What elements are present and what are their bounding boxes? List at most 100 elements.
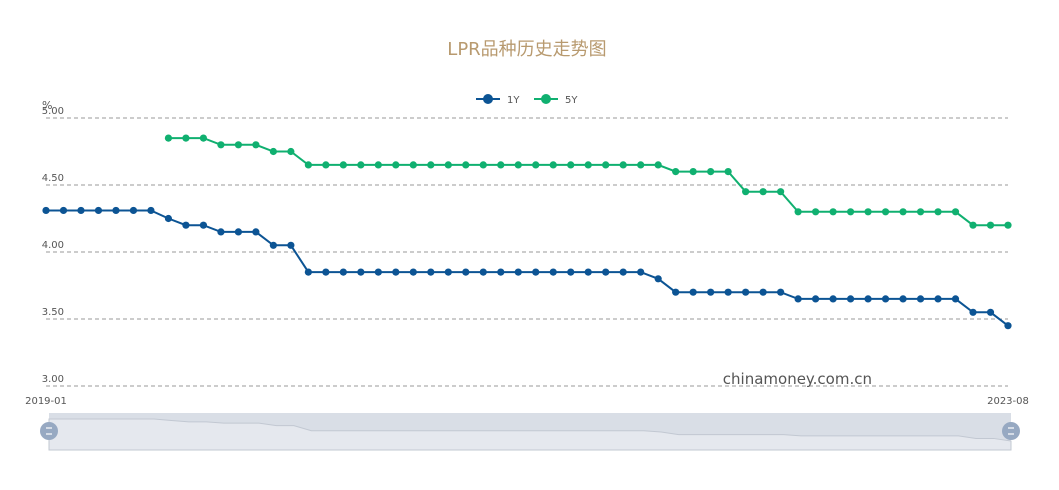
data-point[interactable] <box>759 188 767 196</box>
data-point[interactable] <box>217 228 225 236</box>
data-point[interactable] <box>602 268 610 276</box>
data-point[interactable] <box>269 241 277 249</box>
data-point[interactable] <box>409 268 417 276</box>
data-point[interactable] <box>444 268 452 276</box>
data-point[interactable] <box>864 295 872 303</box>
data-point[interactable] <box>812 295 820 303</box>
data-point[interactable] <box>986 221 995 229</box>
data-point[interactable] <box>846 295 855 303</box>
data-point[interactable] <box>777 288 785 296</box>
data-point[interactable] <box>881 208 890 216</box>
data-point[interactable] <box>899 295 907 303</box>
data-point[interactable] <box>672 168 680 176</box>
data-point[interactable] <box>986 308 995 316</box>
data-point[interactable] <box>532 268 540 276</box>
data-point[interactable] <box>794 295 802 303</box>
data-point[interactable] <box>479 268 487 276</box>
data-point[interactable] <box>846 208 855 216</box>
data-point[interactable] <box>742 288 750 296</box>
data-point[interactable] <box>357 161 365 169</box>
data-point[interactable] <box>637 268 645 276</box>
data-point[interactable] <box>59 206 68 215</box>
handle-knob[interactable] <box>1002 422 1020 440</box>
data-point[interactable] <box>584 268 592 276</box>
data-point[interactable] <box>707 288 715 296</box>
data-point[interactable] <box>339 161 347 169</box>
data-point[interactable] <box>112 206 120 215</box>
data-point[interactable] <box>357 268 365 276</box>
data-point[interactable] <box>287 147 295 156</box>
data-point[interactable] <box>322 268 330 276</box>
data-point[interactable] <box>672 288 680 296</box>
data-point[interactable] <box>1004 221 1012 229</box>
data-point[interactable] <box>392 268 400 276</box>
data-point[interactable] <box>497 268 505 276</box>
data-point[interactable] <box>794 208 802 216</box>
data-point[interactable] <box>217 141 225 149</box>
legend-item-5Y[interactable]: 5Y <box>534 94 578 106</box>
data-point[interactable] <box>549 268 557 276</box>
data-point[interactable] <box>724 168 732 176</box>
data-point[interactable] <box>1004 322 1012 330</box>
data-point[interactable] <box>899 208 907 216</box>
data-point[interactable] <box>409 161 417 169</box>
data-point[interactable] <box>934 295 942 303</box>
data-point[interactable] <box>742 188 750 196</box>
data-point[interactable] <box>392 161 400 169</box>
data-point[interactable] <box>654 275 662 283</box>
data-point[interactable] <box>304 268 312 276</box>
data-zoom-slider[interactable] <box>40 413 1020 451</box>
data-point[interactable] <box>129 206 138 215</box>
data-point[interactable] <box>864 208 872 216</box>
data-point[interactable] <box>567 161 575 169</box>
legend-item-1Y[interactable]: 1Y <box>476 94 520 106</box>
data-point[interactable] <box>969 221 977 229</box>
data-point[interactable] <box>77 206 85 215</box>
data-point[interactable] <box>444 161 452 169</box>
data-point[interactable] <box>427 161 435 169</box>
data-point[interactable] <box>916 295 925 303</box>
data-point[interactable] <box>567 268 575 276</box>
data-point[interactable] <box>182 134 190 142</box>
slider-handle-left[interactable] <box>40 422 58 440</box>
handle-knob[interactable] <box>40 422 58 440</box>
data-point[interactable] <box>881 295 890 303</box>
data-point[interactable] <box>951 295 960 303</box>
legend[interactable]: 1Y 5Y <box>476 94 578 106</box>
data-point[interactable] <box>934 208 942 216</box>
data-point[interactable] <box>164 214 173 223</box>
slider-handle-right[interactable] <box>1002 422 1020 440</box>
data-point[interactable] <box>916 208 925 216</box>
data-point[interactable] <box>829 208 837 216</box>
data-point[interactable] <box>269 147 277 156</box>
data-point[interactable] <box>619 161 627 169</box>
data-point[interactable] <box>374 268 382 276</box>
data-point[interactable] <box>759 288 767 296</box>
data-point[interactable] <box>532 161 540 169</box>
data-point[interactable] <box>689 288 697 296</box>
data-point[interactable] <box>199 134 208 142</box>
data-point[interactable] <box>94 206 103 215</box>
data-point[interactable] <box>479 161 487 169</box>
data-point[interactable] <box>234 141 242 149</box>
data-point[interactable] <box>602 161 610 169</box>
data-point[interactable] <box>777 188 785 196</box>
data-point[interactable] <box>689 168 697 176</box>
data-point[interactable] <box>707 168 715 176</box>
data-point[interactable] <box>497 161 505 169</box>
data-point[interactable] <box>374 161 382 169</box>
data-point[interactable] <box>427 268 435 276</box>
data-point[interactable] <box>287 241 295 249</box>
data-point[interactable] <box>549 161 557 169</box>
data-point[interactable] <box>42 206 50 215</box>
data-point[interactable] <box>969 308 977 316</box>
data-point[interactable] <box>812 208 820 216</box>
data-point[interactable] <box>584 161 592 169</box>
data-point[interactable] <box>199 221 208 229</box>
data-point[interactable] <box>724 288 732 296</box>
data-point[interactable] <box>182 221 190 229</box>
data-point[interactable] <box>164 134 173 142</box>
data-point[interactable] <box>252 228 260 236</box>
data-point[interactable] <box>462 268 470 276</box>
data-point[interactable] <box>514 268 522 276</box>
